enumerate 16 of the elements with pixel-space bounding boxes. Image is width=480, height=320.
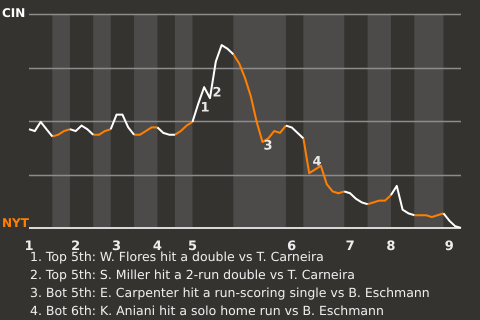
text: 4. Bot 6th: K. Aniani hit a solo home run vs B. Eschmann bbox=[30, 302, 385, 320]
annotation: 4 bbox=[312, 154, 322, 170]
x-tick-label: 7 bbox=[346, 239, 355, 254]
annotation: 3 bbox=[263, 138, 273, 154]
x-tick-label: 8 bbox=[386, 239, 396, 254]
annotation: 1 bbox=[200, 100, 210, 116]
x-tick-label: 5 bbox=[188, 239, 197, 254]
x-tick-label: 6 bbox=[287, 239, 296, 254]
x-tick-label: 4 bbox=[152, 239, 162, 254]
x-tick-label: 3 bbox=[112, 239, 122, 254]
text: 3. Bot 5th: E. Carpenter hit a run-scoring single vs B. Eschmann bbox=[30, 284, 430, 302]
annotation: 2 bbox=[212, 85, 222, 100]
text: NYT bbox=[2, 216, 30, 230]
text: 2. Top 5th: S. Miller hit a 2-run double vs T. Carneira bbox=[30, 266, 356, 284]
x-tick-label: 9 bbox=[444, 239, 454, 254]
text: CIN bbox=[2, 6, 26, 20]
